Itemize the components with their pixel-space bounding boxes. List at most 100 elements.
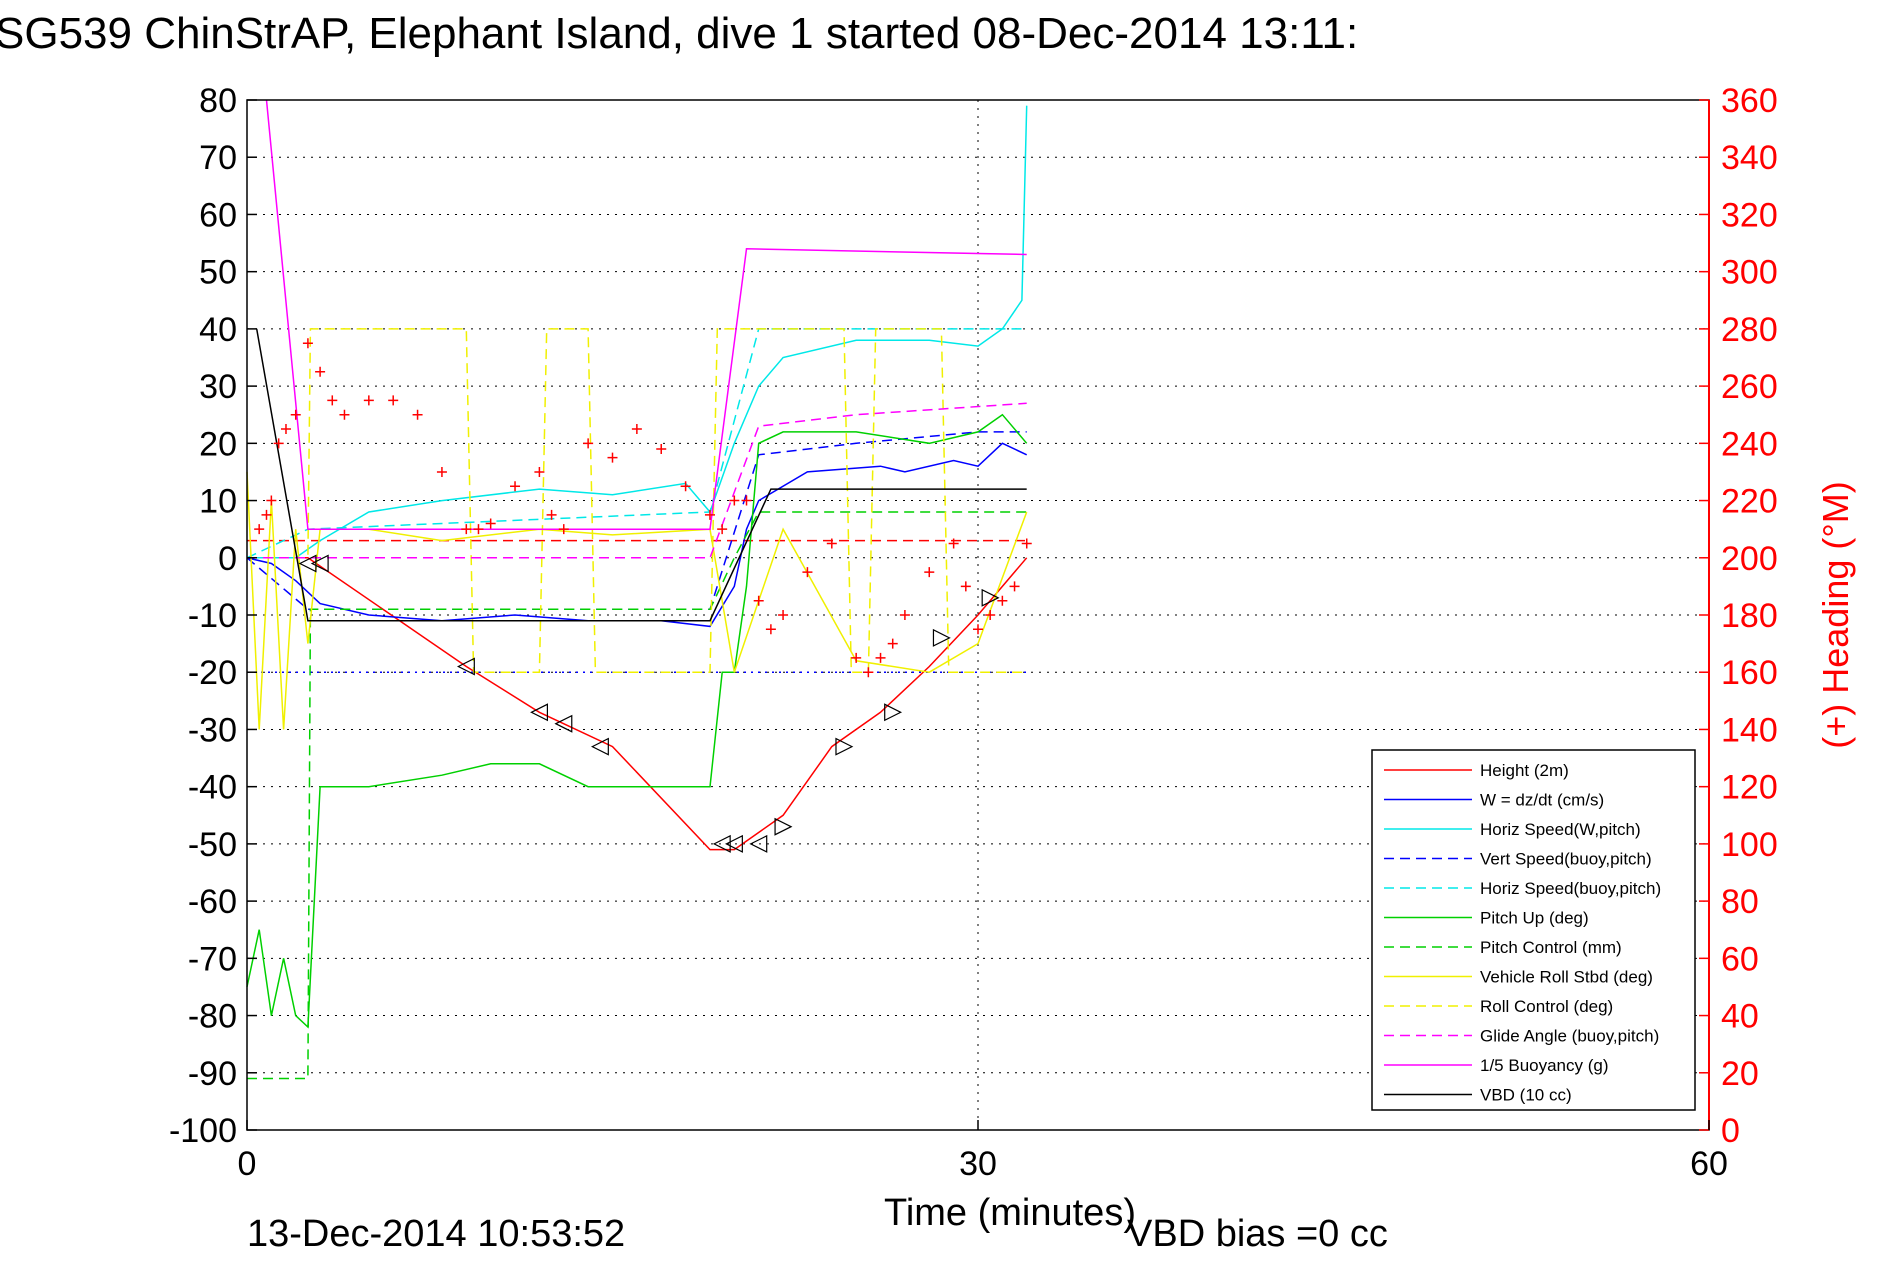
state-triangle [724,834,743,853]
heading-marker [485,518,496,529]
heading-marker [273,438,284,449]
footer-date: 13-Dec-2014 10:53:52 [247,1213,625,1255]
legend-label: Roll Control (deg) [1480,997,1613,1016]
y-tick-label: -100 [169,1112,237,1150]
series-line-8 [247,328,1027,673]
heading-marker [302,338,313,349]
heading-marker [1021,538,1032,549]
legend-label: Horiz Speed(buoy,pitch) [1480,879,1661,898]
chart-title: SG539 ChinStrAP, Elephant Island, dive 1… [0,9,1358,58]
y-right-tick-label: 60 [1721,940,1759,978]
y-right-tick-label: 280 [1721,311,1778,349]
heading-marker [510,481,521,492]
left-axis: 80 70 60 50 40 30 20 10 0 -10 -20 -30 -40 -50 -60 -70 -8… [169,82,257,1150]
heading-marker [851,652,862,663]
series-line-1 [246,442,1028,628]
heading-marker [473,524,484,535]
x-axis-label: Time (minutes) [884,1192,1136,1234]
legend-box [1371,749,1696,1111]
y-tick-label: -20 [188,654,237,692]
y-right-tick-label: 160 [1721,654,1778,692]
series-line-11 [255,328,1027,622]
y-right-tick-label: 300 [1721,254,1778,292]
heading-marker [546,509,557,520]
heading-marker [1009,581,1020,592]
legend-label: Glide Angle (buoy,pitch) [1480,1027,1659,1046]
heading-marker [254,524,265,535]
heading-marker [261,509,272,520]
legend-label: Pitch Control (mm) [1480,938,1622,957]
state-triangle [298,554,317,573]
y-tick-label: -10 [188,597,237,635]
y-right-tick-label: 120 [1721,769,1778,807]
heading-marker [327,395,338,406]
series-line-2 [247,105,1028,559]
y-tick-label: 60 [199,196,237,234]
series-layer [246,99,1028,1080]
legend-label: Vehicle Roll Stbd (deg) [1480,968,1653,987]
state-triangle [456,657,475,676]
x-tick-label: 60 [1690,1145,1728,1183]
y-tick-label: -70 [188,940,237,978]
heading-marker [558,524,569,535]
state-triangle [884,703,903,722]
heading-marker [753,595,764,606]
y-right-tick-label: 40 [1721,998,1759,1036]
state-triangle [712,834,731,853]
heading-marker [973,624,983,635]
y-right-tick-label: 0 [1721,1112,1740,1150]
state-triangle [554,714,573,733]
state-triangle [749,834,768,853]
heading-marker [997,595,1008,606]
y-tick-label: -50 [188,826,237,864]
heading-marker [315,366,326,377]
y-tick-label: 20 [199,425,237,463]
x-tick-label: 0 [238,1145,257,1183]
heading-marker [280,424,291,435]
right-axis: 3603403203002802602402202001801601401201… [1699,82,1778,1150]
y-tick-label: -90 [188,1055,237,1093]
right-axis-label: (+) Heading (°M) [1815,481,1856,748]
y-right-tick-label: 240 [1721,425,1778,463]
legend-label: Vert Speed(buoy,pitch) [1480,850,1652,869]
heading-marker [339,409,350,420]
heading-marker [863,667,874,678]
y-tick-label: 80 [199,82,237,120]
y-tick-label: 0 [218,540,237,578]
series-line-9 [247,402,1027,559]
heading-marker [290,409,301,420]
state-triangle [530,703,548,722]
heading-marker [363,395,374,406]
heading-marker [960,581,971,592]
state-triangle [932,628,951,647]
heading-markers [254,338,1032,678]
heading-marker [412,409,423,420]
y-right-tick-label: 80 [1721,883,1759,921]
state-triangle [310,554,329,573]
legend-label: Pitch Up (deg) [1480,909,1589,928]
y-right-tick-label: 260 [1721,368,1778,406]
y-tick-label: 30 [199,368,237,406]
legend-label: Horiz Speed(W,pitch) [1480,820,1641,839]
heading-marker [826,538,837,549]
heading-marker [534,466,545,477]
heading-marker [461,524,472,535]
heading-marker [924,567,935,578]
heading-marker [388,395,399,406]
y-right-tick-label: 140 [1721,711,1778,749]
heading-marker [899,610,910,620]
heading-marker [656,444,667,455]
state-triangle [835,737,854,756]
heading-marker [607,452,618,463]
y-tick-label: -30 [188,711,237,749]
y-right-tick-label: 220 [1721,483,1778,521]
x-tick-label: 30 [959,1145,997,1183]
y-right-tick-label: 340 [1721,139,1778,177]
heading-marker [680,481,691,492]
heading-marker [985,610,996,620]
state-markers [298,554,1000,853]
heading-marker [765,624,776,635]
y-tick-label: 10 [199,483,237,521]
heading-marker [704,509,715,520]
